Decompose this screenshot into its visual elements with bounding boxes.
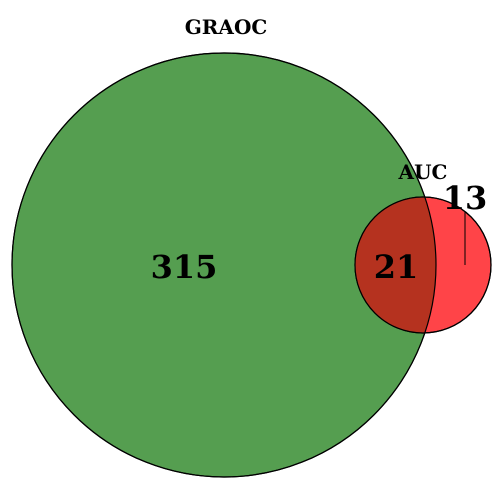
auc-set-label: AUC: [398, 160, 448, 184]
auc-only-count: 13: [443, 179, 488, 217]
graoc-only-count: 315: [151, 248, 218, 286]
graoc-outline: [11, 52, 437, 478]
intersection-count: 21: [374, 248, 419, 286]
graoc-set-label: GRAOC: [185, 15, 268, 39]
auc-outline: [354, 196, 492, 334]
